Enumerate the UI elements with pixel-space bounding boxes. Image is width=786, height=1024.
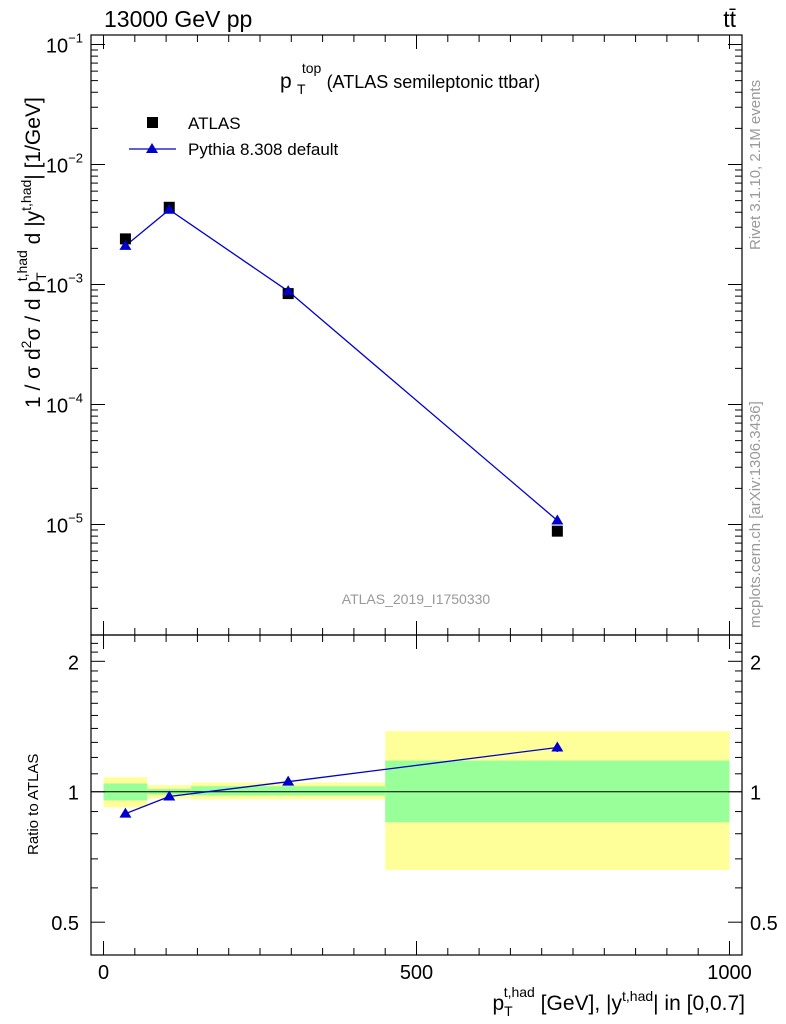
energy-label: 13000 GeV pp xyxy=(104,6,252,32)
main-y-tick-mantissa-2: 10 xyxy=(46,276,68,298)
main-y-tick-label-1: 10−4 xyxy=(46,391,83,418)
ratio-y-tick-label-left-2: 2 xyxy=(68,652,79,674)
main-y-tick-exponent-3: −2 xyxy=(68,151,83,166)
main-y-tick-mantissa-3: 10 xyxy=(46,156,68,178)
main-y-tick-exponent-2: −3 xyxy=(68,271,83,286)
mc-ratio-point-0 xyxy=(119,807,132,818)
plot-title-sup: top xyxy=(302,60,322,76)
legend: ATLAS Pythia 8.308 default xyxy=(129,114,339,159)
mc-line-ratio xyxy=(125,746,558,815)
mc-point-2 xyxy=(282,285,295,296)
ratio-y-axis-label: Ratio to ATLAS xyxy=(25,754,42,855)
main-y-tick-label-2: 10−3 xyxy=(46,271,83,298)
mc-ratio-point-3 xyxy=(551,741,564,752)
legend-data-marker xyxy=(147,117,158,128)
process-label: tt̄ xyxy=(723,6,736,32)
ratio-uncertainty-bands xyxy=(103,731,730,870)
plot-title: p T top (ATLAS semileptonic ttbar) xyxy=(280,57,540,99)
ratio-y-tick-label-left-1: 1 xyxy=(68,783,79,805)
main-y-tick-mantissa-4: 10 xyxy=(46,36,68,58)
ratio-y-tick-label-right-0: 0.5 xyxy=(750,913,778,935)
main-y-tick-exponent-1: −4 xyxy=(68,391,83,406)
ratio-y-axis-ticks: 0.5 0.5 1 1 2 2 xyxy=(51,642,778,935)
main-y-tick-label-3: 10−2 xyxy=(46,151,83,178)
atlas-data-point-3 xyxy=(551,525,563,537)
x-axis-label: pTt,had [GeV], |yt,had| in [0,0.7] xyxy=(492,984,745,1019)
main-y-tick-label-4: 10−1 xyxy=(46,31,83,58)
legend-mc-label: Pythia 8.308 default xyxy=(188,140,339,159)
ratio-band-inner-2 xyxy=(191,786,386,796)
mcplots-text: mcplots.cern.ch [arXiv:1306.3436] xyxy=(747,401,764,628)
ratio-y-tick-label-left-0: 0.5 xyxy=(51,913,79,935)
mc-point-3 xyxy=(551,514,564,525)
x-axis-ticks: 0 500 1000 xyxy=(98,35,752,984)
main-y-tick-label-0: 10−5 xyxy=(46,511,83,538)
main-series-group xyxy=(119,201,564,537)
ratio-series-group xyxy=(119,741,564,818)
x-tick-label-0: 0 xyxy=(98,962,109,984)
main-y-axis-ticks: 10−510−410−310−210−1 xyxy=(46,31,742,609)
mc-ratio-point-1 xyxy=(163,790,176,801)
plot-title-suffix: (ATLAS semileptonic ttbar) xyxy=(327,72,541,92)
rivet-version-text: Rivet 3.1.10, 2.1M events xyxy=(747,80,764,250)
plot-title-sub: T xyxy=(297,81,306,97)
ratio-y-tick-label-right-1: 1 xyxy=(750,783,761,805)
mc-ratio-point-2 xyxy=(282,775,295,786)
main-y-tick-mantissa-1: 10 xyxy=(46,396,68,418)
main-y-tick-exponent-0: −5 xyxy=(68,511,83,526)
plot-title-base: p xyxy=(280,70,292,93)
legend-data-label: ATLAS xyxy=(188,114,241,133)
mc-point-0 xyxy=(119,239,132,250)
main-y-tick-exponent-4: −1 xyxy=(68,31,83,46)
ratio-y-tick-label-right-2: 2 xyxy=(750,652,761,674)
atlas-data-point-0 xyxy=(119,233,131,245)
legend-mc-marker xyxy=(146,143,158,153)
mc-point-1 xyxy=(163,203,176,214)
mc-line-main xyxy=(125,208,558,521)
analysis-id: ATLAS_2019_I1750330 xyxy=(342,591,491,607)
x-tick-label-2: 1000 xyxy=(707,962,752,984)
main-y-axis-label: 1 / σ d2σ / d pTt,had d |yt,had| [1/GeV] xyxy=(14,97,49,408)
x-tick-label-1: 500 xyxy=(400,962,433,984)
main-y-tick-mantissa-0: 10 xyxy=(46,516,68,538)
